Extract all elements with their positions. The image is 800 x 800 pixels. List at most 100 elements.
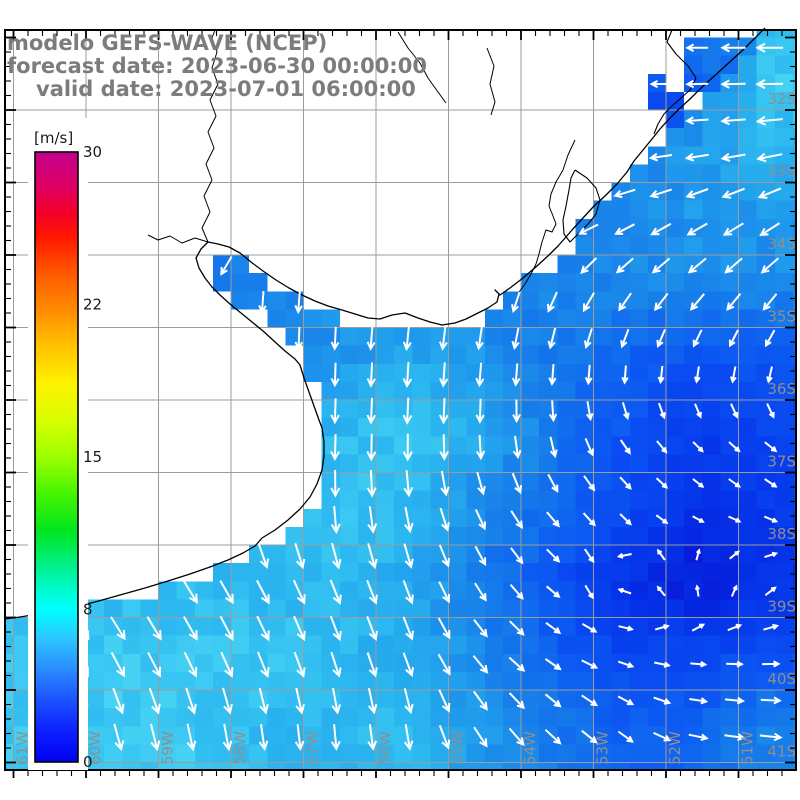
water-cell bbox=[666, 418, 685, 437]
water-cell bbox=[557, 327, 576, 346]
water-cell bbox=[357, 671, 376, 690]
water-cell bbox=[647, 472, 666, 491]
water-cell bbox=[376, 327, 395, 346]
longitude-label: 58W bbox=[231, 731, 249, 765]
water-cell bbox=[502, 418, 521, 437]
water-cell bbox=[122, 635, 141, 654]
water-cell bbox=[412, 526, 431, 545]
wind-arrow bbox=[755, 79, 784, 90]
wind-arrow bbox=[720, 79, 746, 89]
water-cell bbox=[792, 545, 796, 564]
water-cell bbox=[666, 472, 685, 491]
water-cell bbox=[484, 708, 503, 727]
water-cell bbox=[339, 381, 358, 400]
water-cell bbox=[249, 762, 268, 770]
water-cell bbox=[666, 454, 685, 473]
water-cell bbox=[738, 363, 757, 382]
water-cell bbox=[684, 436, 703, 455]
water-cell bbox=[502, 671, 521, 690]
wind-arrow bbox=[295, 687, 305, 715]
water-cell bbox=[212, 599, 231, 618]
water-cell bbox=[194, 671, 213, 690]
wind-arrow bbox=[581, 659, 599, 669]
water-cell bbox=[285, 744, 304, 763]
water-cell bbox=[666, 526, 685, 545]
water-cell bbox=[629, 418, 648, 437]
wind-arrow bbox=[724, 257, 743, 274]
water-cell bbox=[394, 472, 413, 491]
water-cell bbox=[756, 309, 775, 328]
water-cell bbox=[502, 563, 521, 582]
water-cell bbox=[611, 418, 630, 437]
wind-arrow bbox=[402, 580, 414, 605]
lagoon-shore bbox=[562, 169, 601, 243]
water-cell bbox=[285, 726, 304, 745]
water-cell bbox=[575, 418, 594, 437]
water-cell bbox=[774, 436, 793, 455]
wind-arrow bbox=[764, 551, 778, 559]
water-cell bbox=[575, 436, 594, 455]
water-cell bbox=[502, 345, 521, 364]
water-cell bbox=[5, 635, 14, 654]
water-cell bbox=[629, 218, 648, 237]
water-cell bbox=[792, 563, 796, 582]
water-cell bbox=[231, 653, 250, 672]
wind-arrow bbox=[330, 469, 341, 498]
water-cell bbox=[738, 653, 757, 672]
water-cell bbox=[738, 291, 757, 310]
water-cell bbox=[720, 236, 739, 255]
wind-arrow bbox=[766, 366, 773, 384]
water-cell bbox=[702, 345, 721, 364]
wind-arrow bbox=[293, 615, 306, 642]
water-cell bbox=[792, 128, 796, 147]
water-cell bbox=[611, 273, 630, 292]
water-cell bbox=[339, 708, 358, 727]
water-cell bbox=[376, 454, 395, 473]
water-cell bbox=[702, 218, 721, 237]
water-cell bbox=[557, 526, 576, 545]
wind-arrow bbox=[439, 362, 449, 388]
water-cell bbox=[502, 291, 521, 310]
wind-arrow bbox=[619, 476, 632, 490]
water-cell bbox=[430, 345, 449, 364]
wind-arrow bbox=[729, 550, 740, 560]
water-cell bbox=[593, 490, 612, 509]
wind-arrow bbox=[653, 696, 672, 705]
water-cell bbox=[629, 327, 648, 346]
wind-arrow bbox=[403, 470, 414, 498]
water-cell bbox=[394, 671, 413, 690]
water-cell bbox=[448, 508, 467, 527]
water-cell bbox=[792, 164, 796, 183]
wind-arrow bbox=[475, 398, 485, 424]
water-cell bbox=[267, 545, 286, 564]
lagoon-cell bbox=[702, 37, 721, 56]
water-cell bbox=[611, 671, 630, 690]
water-cell bbox=[792, 381, 796, 400]
water-cell bbox=[774, 508, 793, 527]
water-cell bbox=[611, 708, 630, 727]
water-cell bbox=[774, 599, 793, 618]
wind-arrow bbox=[720, 116, 746, 126]
longitude-label: 52W bbox=[666, 731, 684, 765]
water-cell bbox=[357, 436, 376, 455]
water-cell bbox=[394, 635, 413, 654]
longitude-label: 55W bbox=[449, 731, 467, 765]
water-cell bbox=[629, 291, 648, 310]
water-cell bbox=[285, 599, 304, 618]
water-cell bbox=[792, 273, 796, 292]
water-cell bbox=[629, 436, 648, 455]
water-cell bbox=[339, 726, 358, 745]
water-cell bbox=[448, 418, 467, 437]
water-cell bbox=[756, 200, 775, 219]
lagoon-cell bbox=[647, 73, 666, 92]
water-cell bbox=[792, 345, 796, 364]
water-cell bbox=[357, 635, 376, 654]
water-cell bbox=[557, 255, 576, 274]
wind-arrow bbox=[760, 696, 782, 705]
water-cell bbox=[412, 690, 431, 709]
water-cell bbox=[629, 726, 648, 745]
water-cell bbox=[466, 726, 485, 745]
wind-arrow bbox=[694, 403, 702, 419]
latitude-label: 32S bbox=[767, 90, 796, 108]
water-cell bbox=[303, 726, 322, 745]
